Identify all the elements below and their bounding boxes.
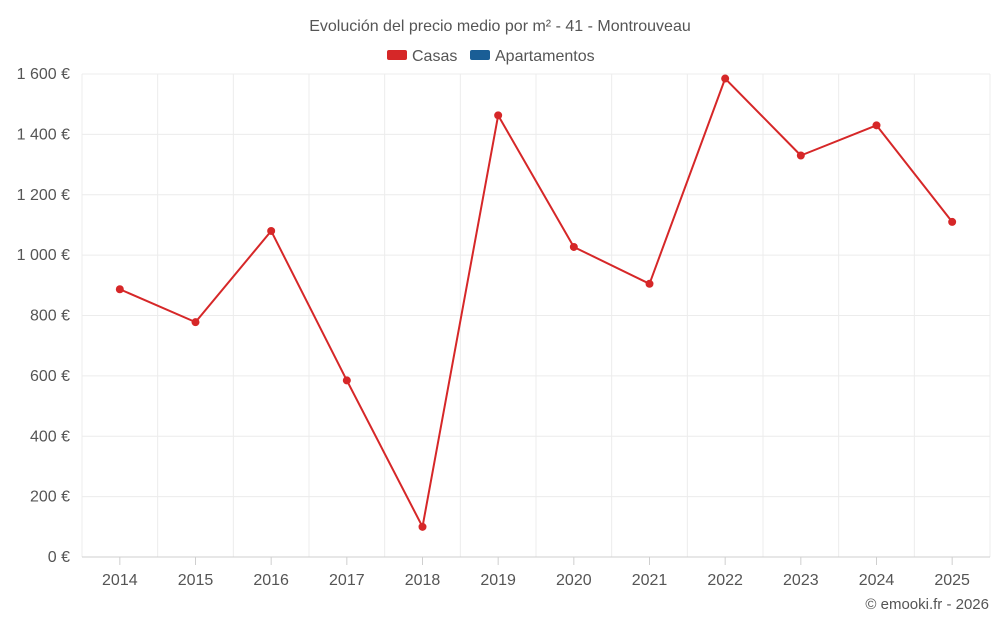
data-point-casas-2025[interactable] xyxy=(948,217,957,226)
y-tick-label: 0 € xyxy=(48,549,70,566)
y-tick-label: 1 200 € xyxy=(17,187,70,204)
data-point-casas-2016[interactable] xyxy=(267,226,276,235)
legend-label-casas: Casas xyxy=(412,48,457,65)
data-point-casas-2015[interactable] xyxy=(191,318,200,327)
x-tick-label: 2021 xyxy=(632,572,668,589)
x-tick-label: 2023 xyxy=(783,572,819,589)
legend-item-apartamentos[interactable]: Apartamentos xyxy=(470,48,595,65)
data-point-casas-2014[interactable] xyxy=(115,285,124,294)
legend-swatch-apartamentos xyxy=(470,50,490,60)
x-tick-label: 2017 xyxy=(329,572,365,589)
grid xyxy=(81,73,991,557)
legend: Casas Apartamentos xyxy=(387,48,595,65)
y-tick-label: 400 € xyxy=(30,428,70,445)
data-point-casas-2022[interactable] xyxy=(721,74,730,83)
x-tick-label: 2014 xyxy=(102,572,138,589)
data-point-casas-2021[interactable] xyxy=(645,279,654,288)
y-tick-label: 1 000 € xyxy=(17,247,70,264)
series xyxy=(115,74,957,531)
data-point-casas-2019[interactable] xyxy=(494,111,503,120)
axes: 0 € 200 € 400 € 600 € 800 € 1 000 € 1 200 € 1 4… xyxy=(17,66,990,589)
series-line-casas xyxy=(119,77,953,528)
x-tick-label: 2024 xyxy=(859,572,895,589)
x-tick-label: 2025 xyxy=(934,572,970,589)
chart-title: Evolución del precio medio por m² - 41 -… xyxy=(309,18,691,35)
data-point-casas-2018[interactable] xyxy=(418,522,427,531)
x-tick-label: 2020 xyxy=(556,572,592,589)
data-point-casas-2017[interactable] xyxy=(342,376,351,385)
y-tick-label: 800 € xyxy=(30,308,70,325)
legend-label-apartamentos: Apartamentos xyxy=(495,48,595,65)
x-tick-label: 2018 xyxy=(405,572,441,589)
y-tick-label: 200 € xyxy=(30,489,70,506)
x-tick-label: 2016 xyxy=(253,572,289,589)
data-point-casas-2023[interactable] xyxy=(796,151,805,160)
x-tick-label: 2015 xyxy=(178,572,214,589)
y-tick-label: 1 400 € xyxy=(17,126,70,143)
x-tick-label: 2022 xyxy=(707,572,743,589)
y-tick-label: 1 600 € xyxy=(17,66,70,83)
legend-item-casas[interactable]: Casas xyxy=(387,48,457,65)
credit-text: © emooki.fr - 2026 xyxy=(865,596,989,613)
y-tick-label: 600 € xyxy=(30,368,70,385)
data-point-casas-2020[interactable] xyxy=(569,242,578,251)
x-tick-label: 2019 xyxy=(480,572,516,589)
legend-swatch-casas xyxy=(387,50,407,60)
data-point-casas-2024[interactable] xyxy=(872,121,881,130)
